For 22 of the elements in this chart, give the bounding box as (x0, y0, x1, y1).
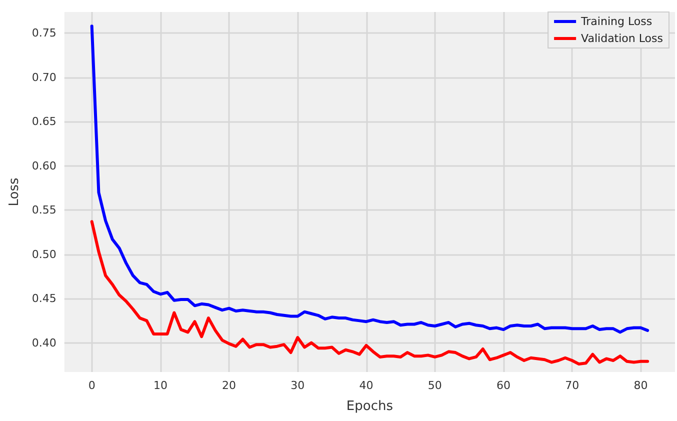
x-tick-label: 80 (634, 379, 648, 392)
legend-label: Training Loss (580, 15, 652, 28)
x-tick-label: 20 (222, 379, 236, 392)
line-series (90, 220, 650, 366)
y-tick-label: 0.45 (32, 292, 56, 306)
x-tick-label: 70 (565, 379, 580, 392)
y-tick-label: 0.70 (32, 70, 56, 84)
y-tick-label: 0.75 (32, 26, 56, 40)
x-tick-label: 0 (88, 379, 96, 392)
x-tick-label: 30 (290, 379, 305, 392)
y-tick-label: 0.65 (32, 115, 56, 128)
x-tick-label: 60 (496, 379, 510, 392)
y-axis-title: Loss (7, 178, 22, 206)
y-tick-label: 0.55 (32, 204, 56, 217)
x-axis-title: Epochs (346, 399, 394, 414)
x-tick-label: 40 (359, 379, 374, 392)
y-tick-label: 0.60 (32, 159, 56, 172)
y-tick-label: 0.50 (32, 248, 56, 261)
legend-label: Validation Loss (581, 32, 664, 45)
x-tick-label: 50 (428, 379, 442, 392)
y-tick-label: 0.40 (32, 336, 56, 350)
x-tick-label: 10 (153, 379, 168, 392)
